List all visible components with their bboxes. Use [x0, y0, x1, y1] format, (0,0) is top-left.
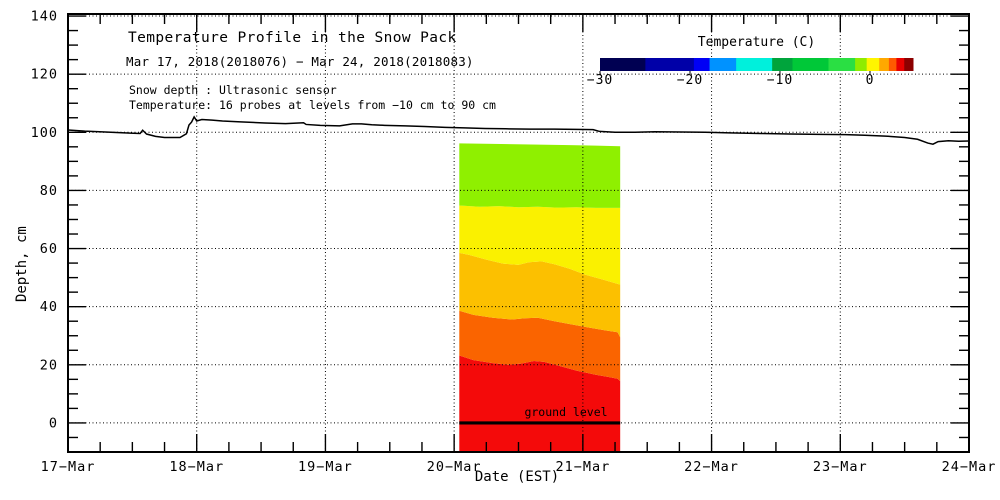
colorbar-segment [855, 58, 868, 71]
y-tick-label: 60 [40, 241, 58, 257]
x-tick-label: 20−Mar [427, 459, 482, 475]
band-green [459, 143, 621, 208]
colorbar-segment [879, 58, 890, 71]
colorbar-segment [645, 58, 695, 71]
chart-title: Temperature Profile in the Snow Pack [128, 30, 457, 46]
axis-ticks [67, 14, 970, 452]
temperature-colorbar: −30 −20 −10 0 [587, 58, 914, 88]
colorbar-segment [600, 58, 646, 71]
band-orange [459, 310, 621, 382]
colorbar-segment [828, 58, 856, 71]
x-tick-label: 24−Mar [942, 459, 997, 475]
x-tick-label: 18−Mar [169, 459, 224, 475]
x-tick-label: 19−Mar [298, 459, 353, 475]
colorbar-segment [866, 58, 880, 71]
x-tick-label: 22−Mar [684, 459, 739, 475]
x-tick-label: 21−Mar [555, 459, 610, 475]
colorbar-segment [792, 58, 829, 71]
colorbar-segment [904, 58, 914, 71]
colorbar-tick-label: −30 [587, 73, 613, 88]
y-tick-label: 40 [40, 299, 58, 315]
annotation-snow-depth: Snow depth : Ultrasonic sensor [129, 83, 337, 97]
band-gold [459, 252, 621, 338]
x-tick-label: 23−Mar [813, 459, 868, 475]
colorbar-tick-label: −10 [767, 73, 793, 88]
y-tick-label: 140 [31, 9, 58, 25]
y-tick-labels: 0 20 40 60 80 100 120 140 [31, 9, 58, 432]
colorbar-tick-label: −20 [677, 73, 703, 88]
x-tick-label: 17−Mar [41, 459, 96, 475]
y-tick-label: 100 [31, 125, 58, 141]
y-tick-label: 0 [49, 415, 58, 431]
temperature-bands [459, 143, 621, 452]
band-yellow [459, 205, 621, 285]
colorbar-title: Temperature (C) [697, 35, 816, 50]
colorbar-segment [896, 58, 905, 71]
snow-depth-line [67, 115, 970, 145]
colorbar-segment [736, 58, 773, 71]
colorbar-segment [772, 58, 793, 71]
y-axis-title: Depth, cm [14, 226, 30, 302]
plot-frame [67, 13, 970, 453]
y-tick-label: 80 [40, 183, 58, 199]
colorbar-tick-label: 0 [866, 73, 875, 88]
y-tick-label: 20 [40, 357, 58, 373]
x-tick-labels: 17−Mar 18−Mar 19−Mar 20−Mar 21−Mar 22−Mar 23−M… [41, 459, 997, 475]
ground-level-label: ground level [524, 405, 608, 419]
x-axis-title: Date (EST) [474, 469, 560, 485]
y-tick-label: 120 [31, 67, 58, 83]
colorbar-segment [693, 58, 711, 71]
colorbar-segment [709, 58, 737, 71]
band-red [459, 355, 621, 452]
chart-subtitle: Mar 17, 2018(2018076) − Mar 24, 2018(201… [126, 54, 474, 69]
colorbar-segment [888, 58, 897, 71]
annotation-probes: Temperature: 16 probes at levels from −1… [129, 98, 496, 112]
